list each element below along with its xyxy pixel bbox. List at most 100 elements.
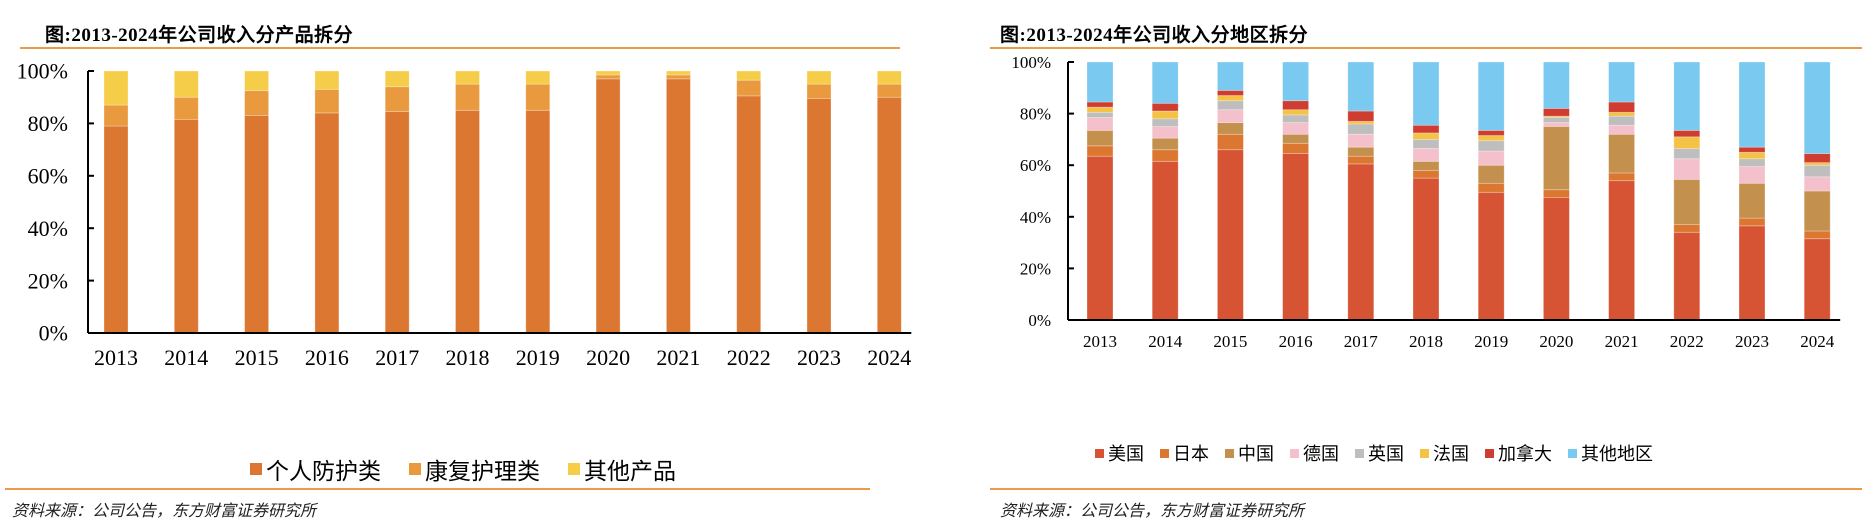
bar-segment-2015-0 [244,115,270,334]
bar-segment-2016-4 [1282,114,1310,124]
x-tick-label: 2023 [797,345,841,370]
bar-segment-2024-7 [1803,61,1831,154]
x-tick-label: 2015 [235,345,279,370]
x-tick-label: 2019 [516,345,560,370]
title-divider [990,47,1862,49]
legend-label: 个人防护类 [266,459,381,484]
bar-segment-2023-2 [806,70,832,85]
bar-segment-2024-2 [876,70,902,85]
bar-segment-2020-0 [595,78,621,334]
y-tick-label: 100% [17,59,68,84]
bar-segment-2013-0 [103,125,129,334]
bar-segment-2013-4 [1086,111,1114,118]
bar-segment-2020-0 [1543,197,1570,321]
bar-segment-2021-0 [1608,180,1635,321]
bar-segment-2019-4 [1477,140,1505,152]
product-chart-panel: 图:2013-2024年公司收入分产品拆分 2013 2014 2015 2016 20… [0,0,912,527]
legend-swatch [1160,448,1169,458]
source-divider [5,488,870,490]
y-tick-label: 0% [39,321,68,346]
bar-segment-2018-3 [1412,148,1440,162]
x-tick-label: 2014 [1148,332,1183,351]
bar-segment-2021-5 [1608,111,1635,117]
bar-segment-2014-6 [1151,102,1179,112]
bar-segment-2021-1 [1608,172,1635,182]
bar-segment-2021-3 [1608,124,1635,135]
legend-swatch [1355,448,1364,458]
bar-segment-2019-2 [1477,164,1505,184]
bar-segment-2020-3 [1543,122,1570,127]
bar-segment-2024-3 [1803,176,1831,192]
legend-item: 日本 [1160,440,1209,466]
bar-segment-2016-0 [1282,153,1310,321]
bar-segment-2019-3 [1477,150,1505,166]
bar-segment-2016-2 [314,70,340,90]
bar-segment-2024-1 [876,83,902,98]
legend-item: 美国 [1095,440,1144,466]
bar-segment-2022-0 [1673,231,1701,321]
legend-label: 中国 [1238,444,1274,464]
y-tick-label: 40% [28,216,68,241]
bar-segment-2013-6 [1086,101,1114,108]
bar-segment-2020-6 [1543,108,1570,117]
bar-segment-2013-7 [1086,61,1114,103]
bar-segment-2024-4 [1803,164,1831,178]
bar-segment-2014-2 [173,70,199,98]
bar-segment-2019-5 [1477,135,1505,142]
bar-segment-2017-7 [1347,61,1375,112]
bar-segment-2022-2 [1673,178,1701,225]
bar-segment-2014-2 [1151,137,1179,151]
legend-item: 英国 [1355,440,1404,466]
region-chart-panel: 图:2013-2024年公司收入分地区拆分 2013 2014 2015 2016 20… [990,0,1872,527]
y-tick-label: 40% [1020,208,1051,227]
y-tick-label: 100% [1011,53,1051,72]
bar-segment-2018-1 [455,83,480,111]
y-tick-label: 60% [1020,156,1051,175]
bar-segment-2019-1 [1477,182,1505,193]
x-tick-label: 2018 [446,345,490,370]
bar-segment-2021-2 [666,70,691,76]
bar-segment-2021-6 [1608,101,1635,113]
bar-segment-2019-6 [1477,129,1505,136]
title-divider [20,47,900,49]
legend-swatch [568,463,580,475]
bar-segment-2017-6 [1347,110,1375,122]
legend-swatch [1225,448,1234,458]
x-tick-label: 2018 [1409,332,1443,351]
bar-segment-2013-1 [103,104,129,127]
bar-segment-2018-0 [1412,177,1440,321]
bar-segment-2015-2 [1216,122,1244,135]
bar-segment-2017-1 [1347,155,1375,165]
bar-segment-2017-0 [384,111,410,334]
legend-item: 德国 [1290,440,1339,466]
legend-item: 个人防护类 [250,452,381,486]
legend-swatch [250,463,262,475]
bar-segment-2023-7 [1738,61,1766,148]
legend-label: 加拿大 [1498,444,1552,464]
x-tick-label: 2020 [1539,332,1573,351]
legend-item: 中国 [1225,440,1274,466]
x-tick-label: 2024 [1800,332,1835,351]
bar-segment-2023-1 [806,83,832,99]
bar-segment-2016-7 [1282,61,1310,102]
bar-segment-2015-2 [244,70,270,92]
legend-label: 其他地区 [1581,444,1653,464]
bar-segment-2020-2 [595,70,621,76]
bar-segment-2017-2 [1347,146,1375,157]
bar-segment-2014-0 [1151,160,1179,321]
legend-item: 加拿大 [1485,440,1552,466]
bar-segment-2022-2 [736,70,762,81]
bar-segment-2018-7 [1412,61,1440,126]
bar-segment-2018-1 [1412,169,1440,179]
chart-title: 图:2013-2024年公司收入分产品拆分 [45,25,354,46]
bar-segment-2023-4 [1738,158,1766,167]
bar-segment-2015-5 [1216,95,1244,102]
bar-segment-2020-2 [1543,126,1570,191]
bar-segment-2022-5 [1673,136,1701,149]
bar-segment-2023-5 [1738,151,1766,160]
bar-segment-2022-0 [736,95,762,334]
bar-segment-2023-6 [1738,146,1766,153]
bar-segment-2021-1 [666,74,691,80]
bar-segment-2014-0 [173,119,199,334]
legend-label: 其他产品 [584,459,676,484]
